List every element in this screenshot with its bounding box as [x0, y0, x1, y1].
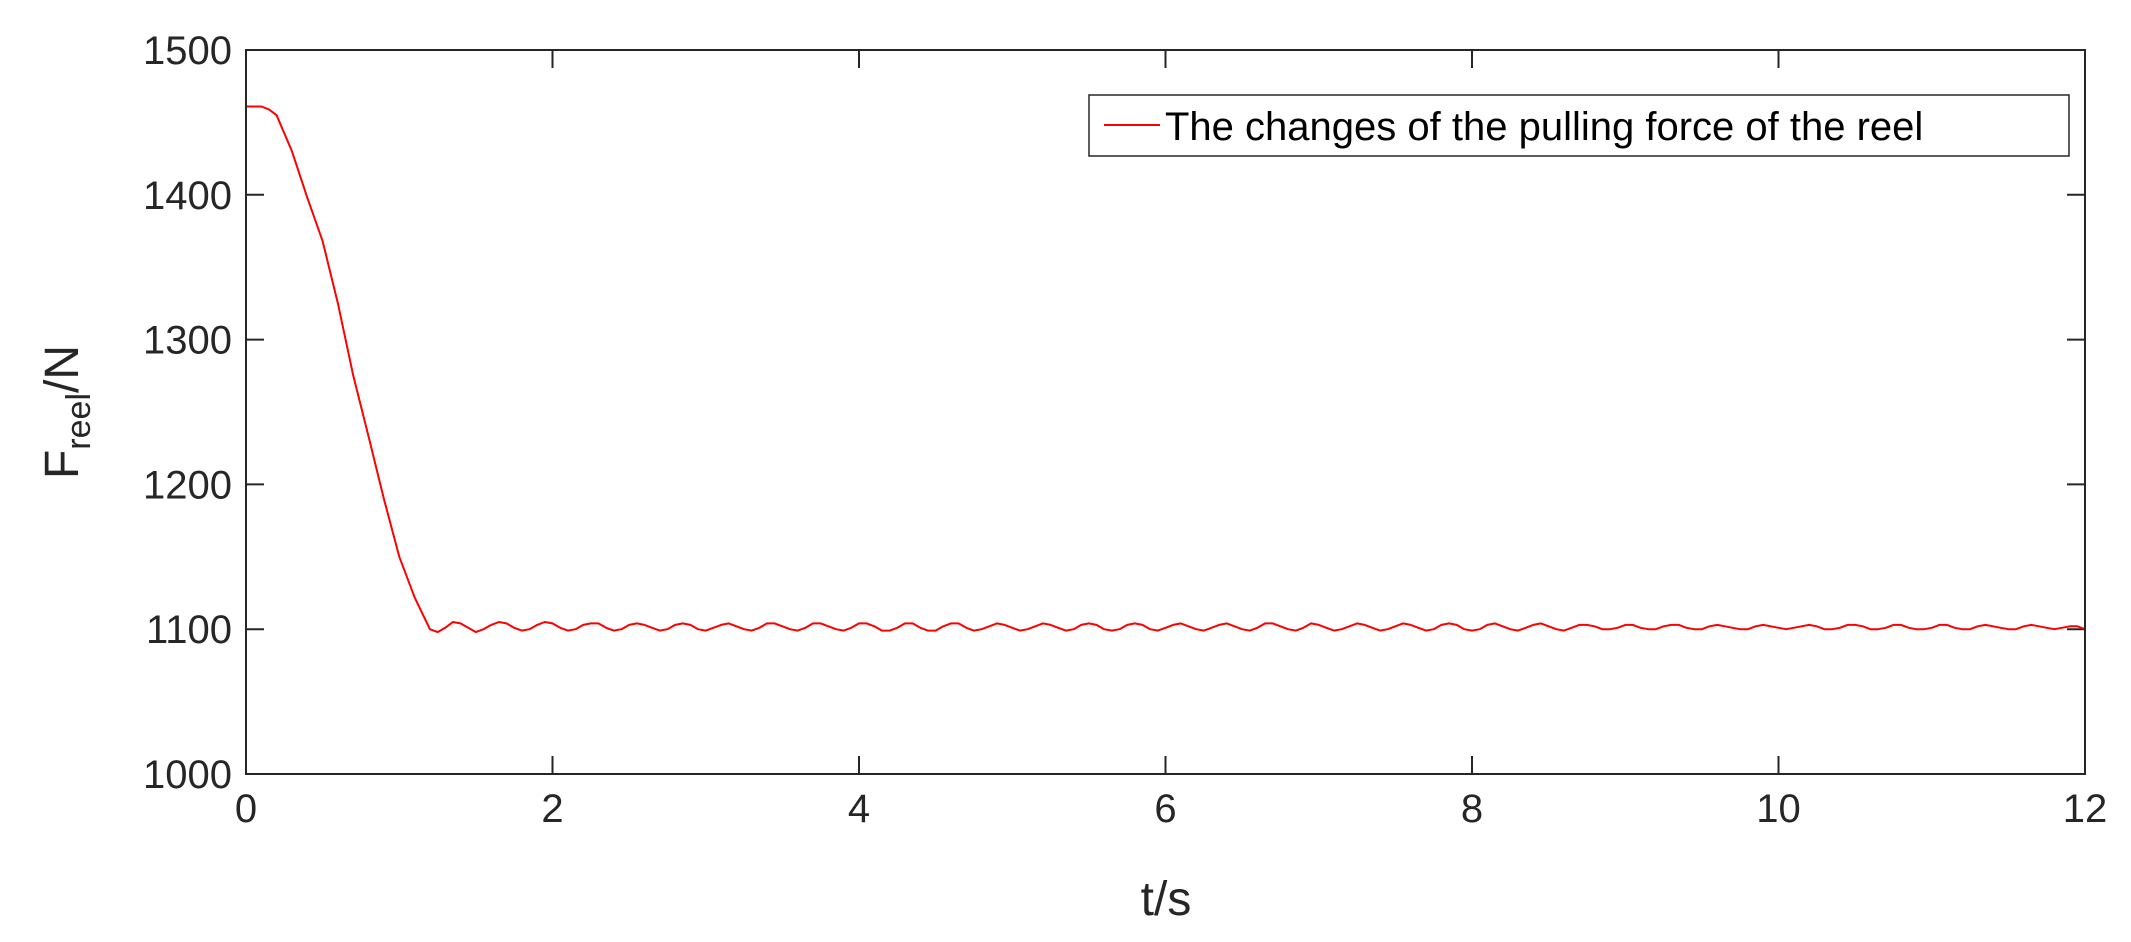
- series-layer: [246, 105, 2086, 634]
- x-tick-label: 12: [2063, 787, 2108, 831]
- y-tick-label: 1500: [143, 29, 232, 73]
- y-tick-label: 1000: [143, 753, 232, 797]
- y-tick-label: 1400: [143, 174, 232, 218]
- y-axis-title-suffix: /N: [36, 345, 89, 393]
- y-axis-title: Freel/N: [36, 345, 98, 479]
- y-axis-title-subscript: reel: [60, 393, 98, 450]
- legend: The changes of the pulling force of the …: [1088, 94, 2070, 157]
- x-tick-label: 6: [1154, 787, 1176, 831]
- plot-area: [246, 50, 2085, 774]
- x-tick-labels: 0 2 4 6 8 10 12: [235, 787, 2107, 831]
- x-tick-label: 0: [235, 787, 257, 831]
- x-axis-title: t/s: [1141, 873, 1192, 926]
- y-axis-title-main: F: [36, 450, 89, 479]
- x-tick-label: 4: [848, 787, 870, 831]
- legend-box: [1088, 94, 2070, 157]
- y-tick-label: 1100: [146, 608, 232, 652]
- y-tick-labels: 1000 1100 1200 1300 1400 1500: [143, 29, 232, 797]
- x-tick-label: 2: [541, 787, 563, 831]
- y-tick-label: 1300: [143, 319, 232, 363]
- x-tick-label: 8: [1461, 787, 1483, 831]
- series-line: [246, 105, 2086, 634]
- x-tick-label: 10: [1756, 787, 1801, 831]
- y-tick-label: 1200: [143, 463, 232, 507]
- legend-series-label: The changes of the pulling force of the …: [1165, 105, 1923, 149]
- axes-box: [245, 49, 2086, 775]
